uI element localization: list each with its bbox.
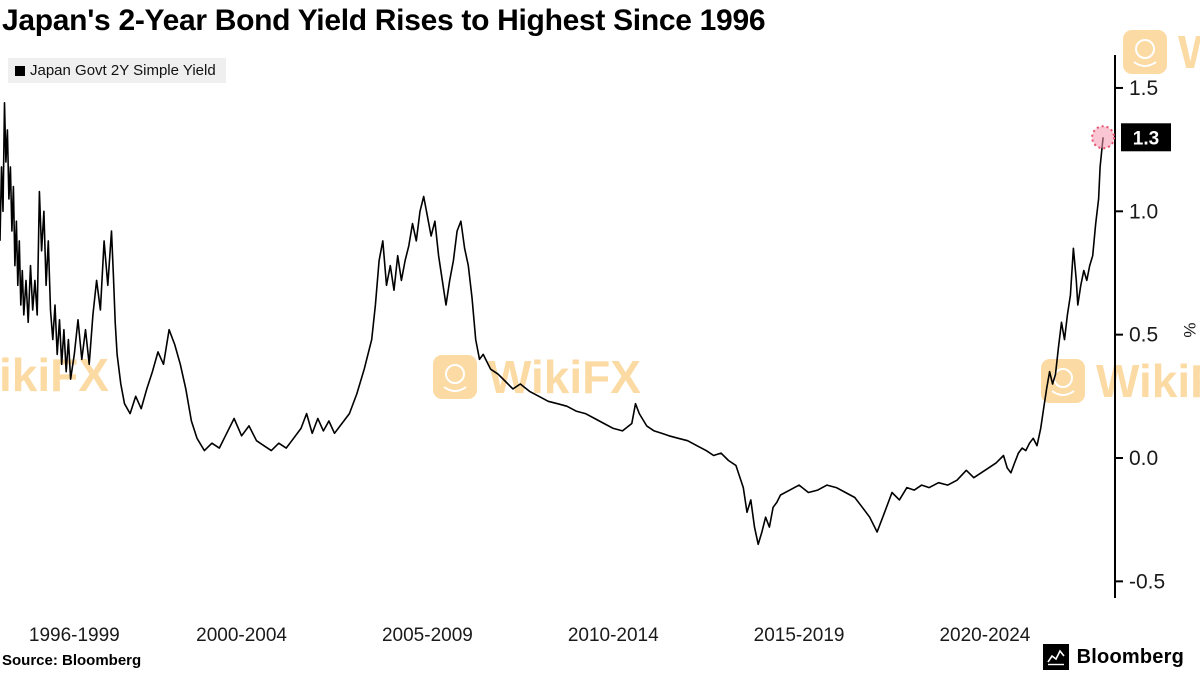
wikifx-watermark-text: WikiFX (1096, 355, 1200, 407)
wikifx-watermark-text: WikiFX (0, 349, 109, 401)
svg-text:1.5: 1.5 (1129, 77, 1158, 100)
legend-label: Japan Govt 2Y Simple Yield (30, 62, 216, 79)
svg-text:0.0: 0.0 (1129, 447, 1158, 470)
wikifx-watermark: WikiFX (1122, 25, 1200, 79)
svg-text:2010-2014: 2010-2014 (568, 625, 659, 646)
source-text: Source: Bloomberg (2, 652, 142, 669)
svg-text:1.3: 1.3 (1133, 128, 1159, 149)
chart-title: Japan's 2-Year Bond Yield Rises to Highe… (2, 4, 766, 37)
svg-text:1996-1999: 1996-1999 (29, 625, 120, 646)
wikifx-watermark: WikiFX (432, 350, 641, 404)
bloomberg-chart-icon (1042, 644, 1069, 670)
wikifx-lion-icon (432, 354, 478, 400)
svg-text:1.0: 1.0 (1129, 200, 1158, 223)
svg-text:2015-2019: 2015-2019 (754, 625, 845, 646)
wikifx-watermark: WikiFX (0, 348, 109, 402)
legend: Japan Govt 2Y Simple Yield (8, 58, 226, 83)
svg-text:2000-2004: 2000-2004 (196, 625, 287, 646)
legend-swatch-icon (15, 65, 25, 76)
svg-text:2005-2009: 2005-2009 (382, 625, 473, 646)
bloomberg-logo: Bloomberg (1042, 644, 1184, 670)
bloomberg-logo-text: Bloomberg (1076, 645, 1184, 668)
wikifx-lion-icon (1122, 29, 1168, 75)
wikifx-watermark-text: WikiFX (488, 351, 641, 403)
svg-text:-0.5: -0.5 (1129, 570, 1165, 593)
svg-text:0.5: 0.5 (1129, 324, 1158, 347)
wikifx-watermark-text: WikiFX (1178, 26, 1200, 78)
svg-text:%: % (1180, 322, 1199, 337)
svg-text:2020-2024: 2020-2024 (939, 625, 1030, 646)
